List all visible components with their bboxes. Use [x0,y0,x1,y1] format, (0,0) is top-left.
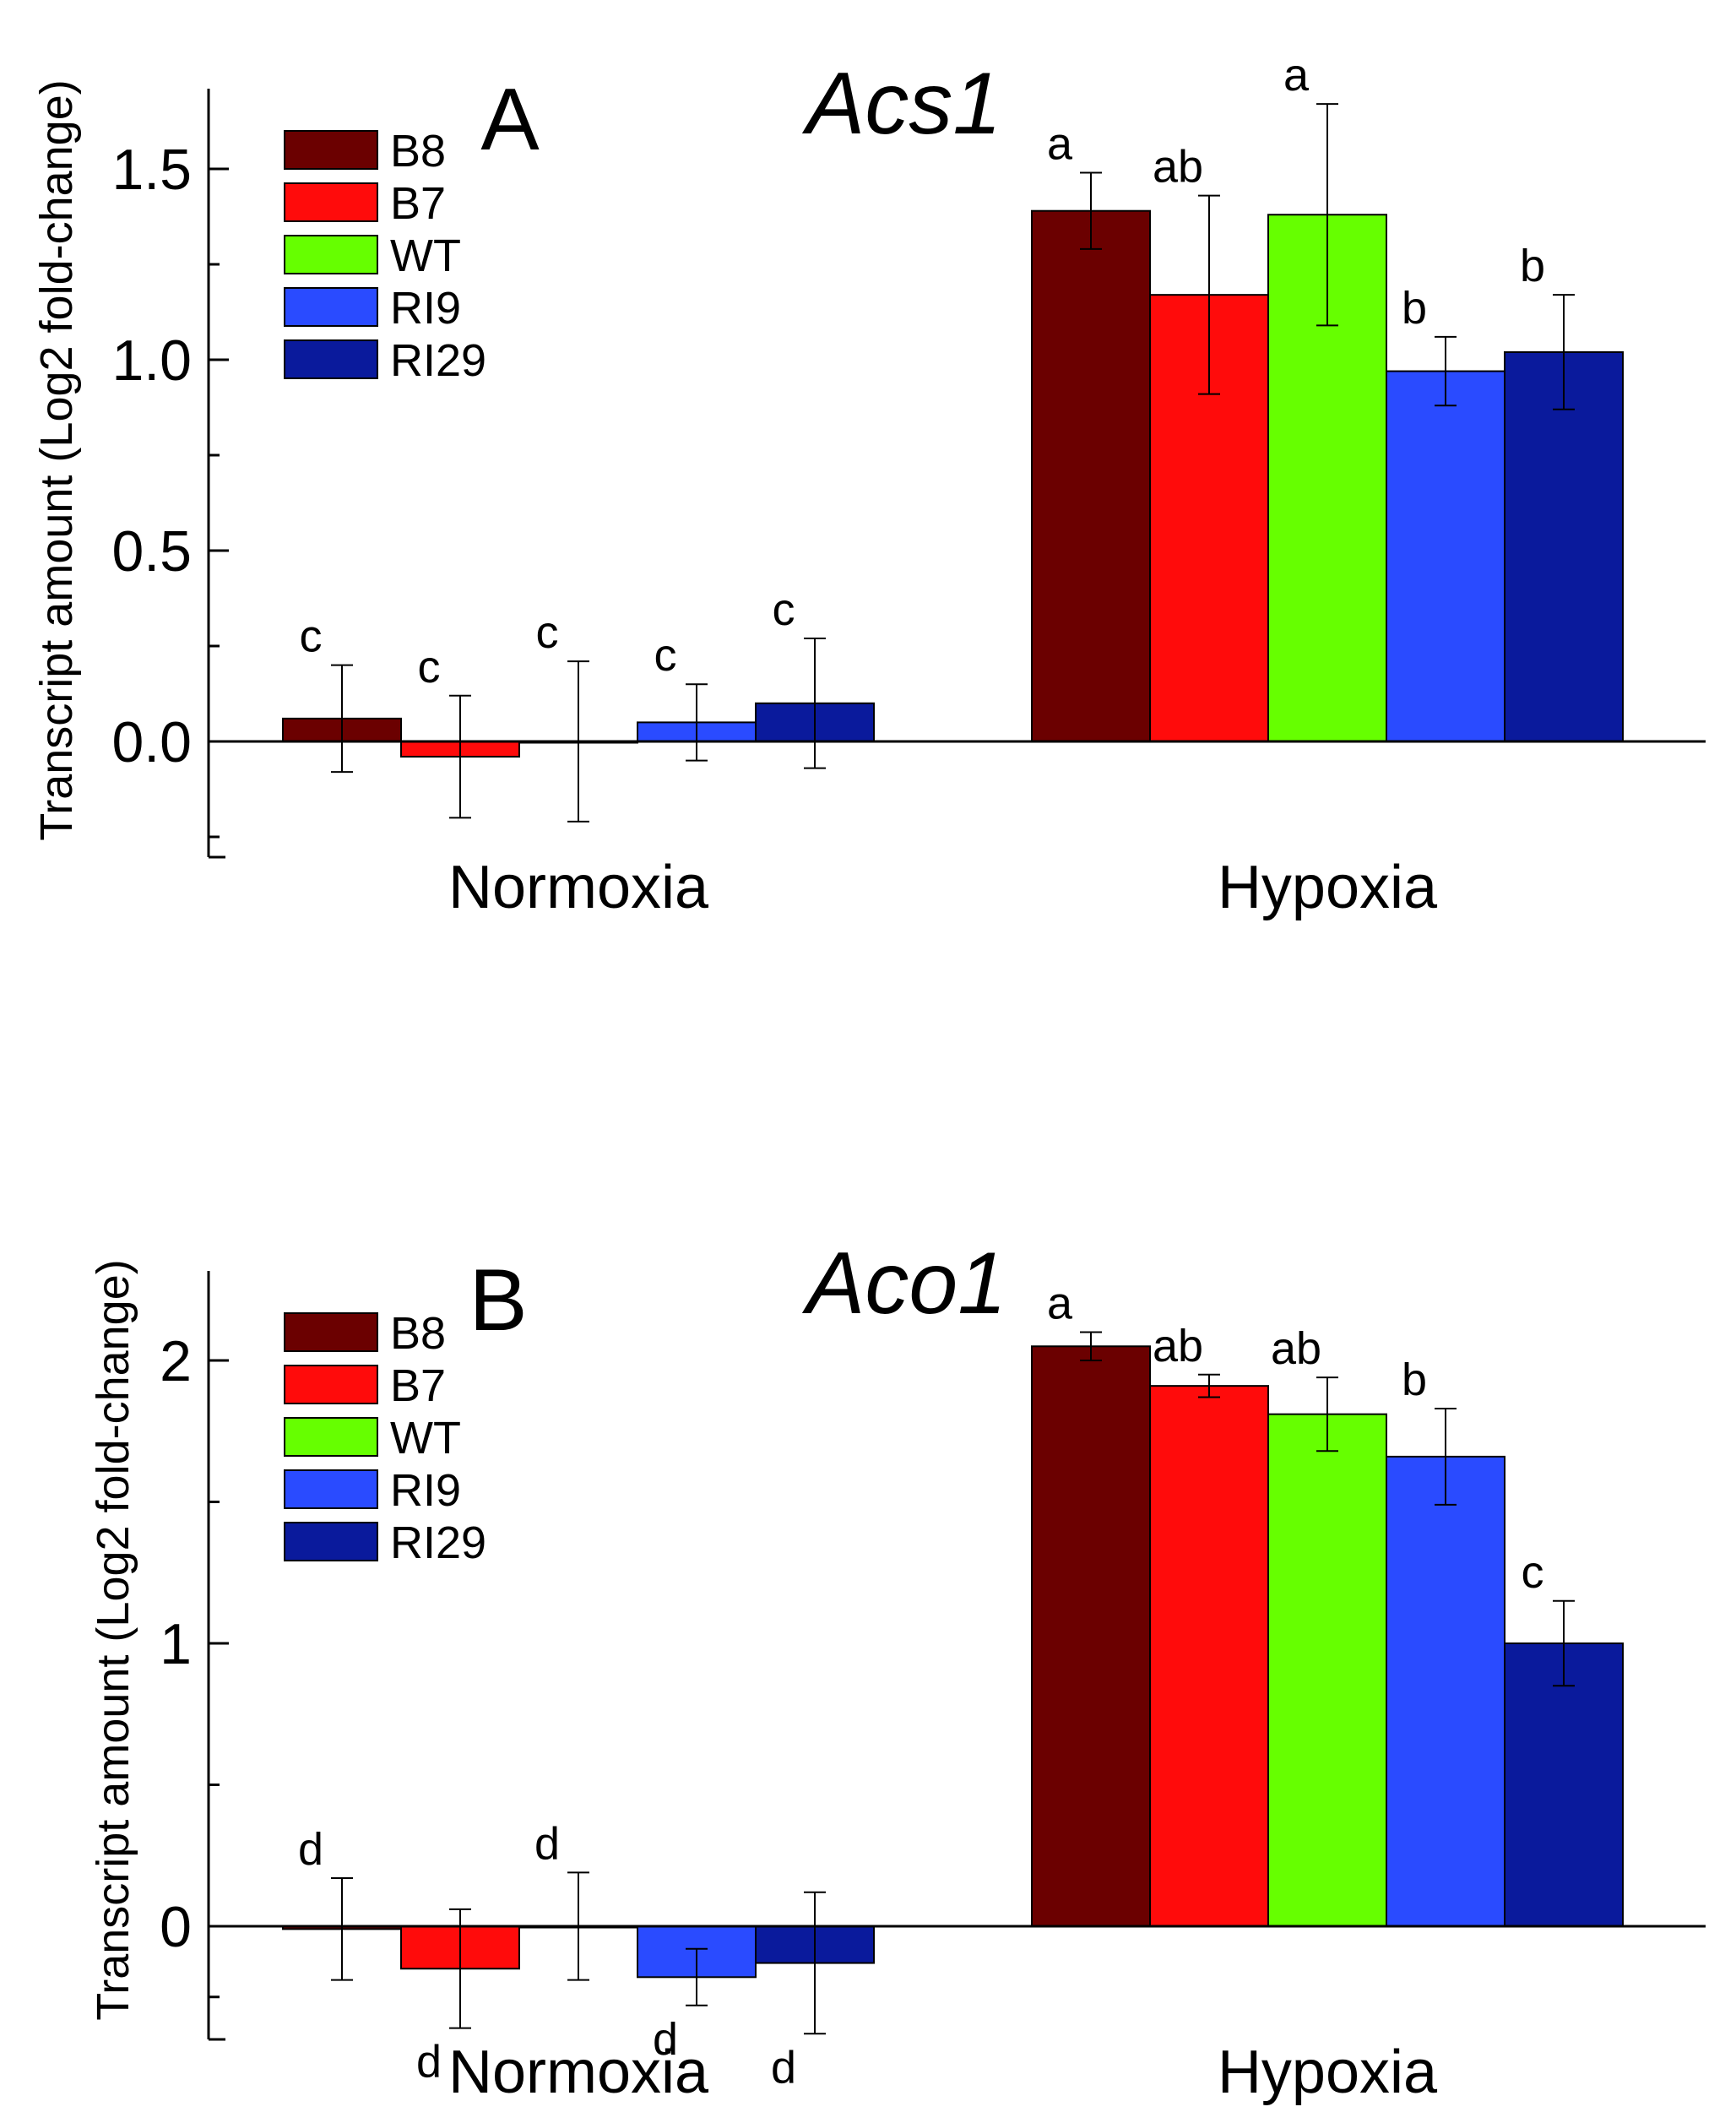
significance-letter: b [1402,283,1427,334]
legend-swatch-b8 [284,130,378,170]
bar-b8-hypoxia [1031,209,1151,743]
significance-letter: ab [1153,1321,1203,1371]
bar-ri9-hypoxia [1386,370,1505,742]
significance-letter: d [534,1818,560,1869]
legend-swatch-ri9 [284,1469,378,1509]
chart-panel-a: c a c ab c a c b c b 0.0 0.5 1.0 1.5 Transcript amount… [31,50,1706,921]
legend-label-ri29: RI29 [390,1518,486,1568]
legend-swatch-b7 [284,1365,378,1404]
category-label-normoxia: Normoxia [448,2039,709,2106]
chart-panel-b: d a d ab d ab d b d c 0 1 2 Transcript amount (Log2 f… [88,1235,1706,2106]
significance-letter: c [300,611,323,662]
significance-letter: a [1283,50,1310,100]
significance-letter: c [1522,1547,1544,1598]
legend-swatch-ri29 [284,1522,378,1561]
legend-label-b8: B8 [390,126,446,176]
legend-label-wt: WT [390,231,461,281]
significance-letter: d [653,2014,678,2065]
y-axis-label: Transcript amount (Log2 fold-change) [88,1259,138,2020]
legend-label-b7: B7 [390,178,446,229]
legend-label-ri9: RI9 [390,1465,461,1516]
significance-letter: d [771,2042,796,2093]
y-tick-label: 1 [160,1612,192,1676]
panel-letter: A [480,71,540,169]
legend-swatch-wt [284,235,378,274]
legend-label-ri29: RI29 [390,335,486,386]
legend-swatch-b7 [284,182,378,222]
legend-swatch-ri9 [284,287,378,327]
bar-ri9-hypoxia [1386,1455,1505,1927]
y-tick-label: 2 [160,1329,192,1393]
bar-ri29-hypoxia [1504,1642,1624,1927]
significance-letter: a [1047,119,1073,170]
y-tick-label: 1.5 [111,138,192,202]
significance-letter: ab [1153,142,1203,193]
legend-swatch-b8 [284,1312,378,1352]
panel-letter: B [469,1252,527,1349]
bar-b7-hypoxia [1149,1385,1269,1927]
y-tick-label: 0 [160,1895,192,1959]
y-axis-label: Transcript amount (Log2 fold-change) [31,79,82,840]
category-label-hypoxia: Hypoxia [1218,854,1438,921]
y-tick-label: 1.0 [111,328,192,393]
significance-letter: c [536,607,559,658]
chart-title: Acs1 [801,55,1001,153]
y-tick-label: 0.0 [111,710,192,774]
category-label-hypoxia: Hypoxia [1218,2039,1438,2106]
chart-title: Aco1 [801,1235,1006,1333]
category-label-normoxia: Normoxia [448,854,709,921]
legend-label-b8: B8 [390,1308,446,1359]
significance-letter: c [418,642,441,692]
significance-letter: d [416,2037,442,2088]
significance-letter: c [773,584,795,635]
bar-ri29-hypoxia [1504,350,1624,742]
legend-label-wt: WT [390,1413,461,1463]
significance-letter: ab [1271,1323,1321,1374]
significance-letter: c [654,630,677,681]
legend-swatch-ri29 [284,339,378,379]
legend-label-b7: B7 [390,1360,446,1411]
significance-letter: a [1047,1279,1073,1329]
legend-label-ri9: RI9 [390,283,461,334]
y-tick-label: 0.5 [111,519,192,584]
bar-b8-hypoxia [1031,1345,1151,1927]
significance-letter: b [1520,241,1545,291]
significance-letter: d [298,1824,323,1875]
bar-wt-hypoxia [1267,1413,1387,1927]
legend-swatch-wt [284,1417,378,1457]
significance-letter: b [1402,1355,1427,1405]
